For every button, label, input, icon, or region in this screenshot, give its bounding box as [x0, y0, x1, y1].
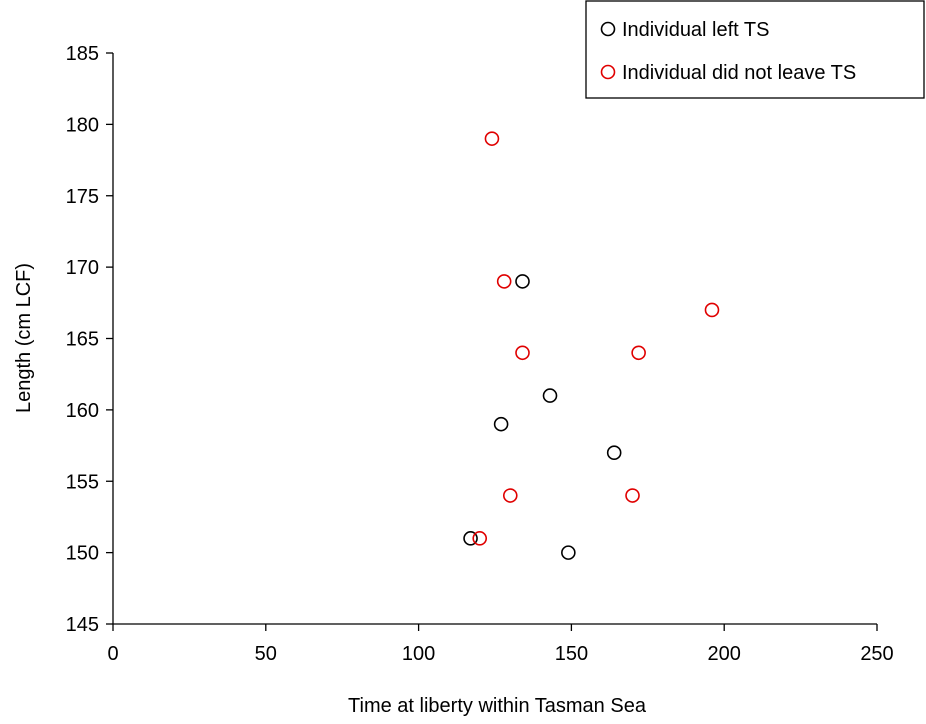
x-tick-label: 0 — [107, 643, 118, 665]
x-tick-label: 100 — [402, 643, 435, 665]
data-point — [631, 345, 646, 361]
data-point — [542, 388, 558, 403]
tick-labels: 145 150 155 160 165 170 175 180 185 0 50 100 150 200 2… — [66, 43, 894, 665]
legend-box — [585, 0, 925, 99]
y-tick-label: 155 — [66, 471, 99, 493]
legend-entry: Individual left TS — [622, 19, 770, 41]
data-point — [561, 545, 576, 560]
data-points — [463, 131, 720, 560]
axes — [106, 52, 878, 631]
data-point — [493, 416, 509, 432]
data-point — [625, 488, 640, 503]
data-point — [515, 274, 530, 289]
x-tick-label: 200 — [708, 643, 741, 665]
y-axis-title: Length (cm LCF) — [13, 263, 35, 413]
y-tick-label: 185 — [66, 43, 99, 65]
y-tick-label: 145 — [66, 614, 99, 636]
x-tick-label: 250 — [860, 643, 893, 665]
legend-marker — [600, 64, 616, 80]
y-tick-label: 170 — [66, 257, 99, 279]
legend-entry: Individual did not leave TS — [622, 62, 856, 84]
y-tick-label: 160 — [66, 400, 99, 422]
x-axis-title: Time at liberty within Tasman Sea — [348, 695, 647, 717]
data-point — [496, 274, 512, 289]
data-point — [463, 531, 478, 546]
x-tick-label: 150 — [555, 643, 588, 665]
data-point — [484, 131, 500, 146]
y-tick-label: 175 — [66, 186, 99, 208]
y-tick-label: 180 — [66, 114, 99, 136]
data-point — [472, 531, 488, 546]
legend: Individual left TS Individual did not lea… — [585, 0, 925, 99]
data-point — [704, 302, 720, 318]
legend-marker — [600, 21, 616, 37]
y-tick-label: 150 — [66, 543, 99, 565]
data-point — [606, 445, 622, 461]
x-tick-label: 50 — [255, 643, 277, 665]
data-point — [515, 345, 530, 361]
data-point — [502, 488, 518, 503]
y-tick-label: 165 — [66, 329, 99, 351]
